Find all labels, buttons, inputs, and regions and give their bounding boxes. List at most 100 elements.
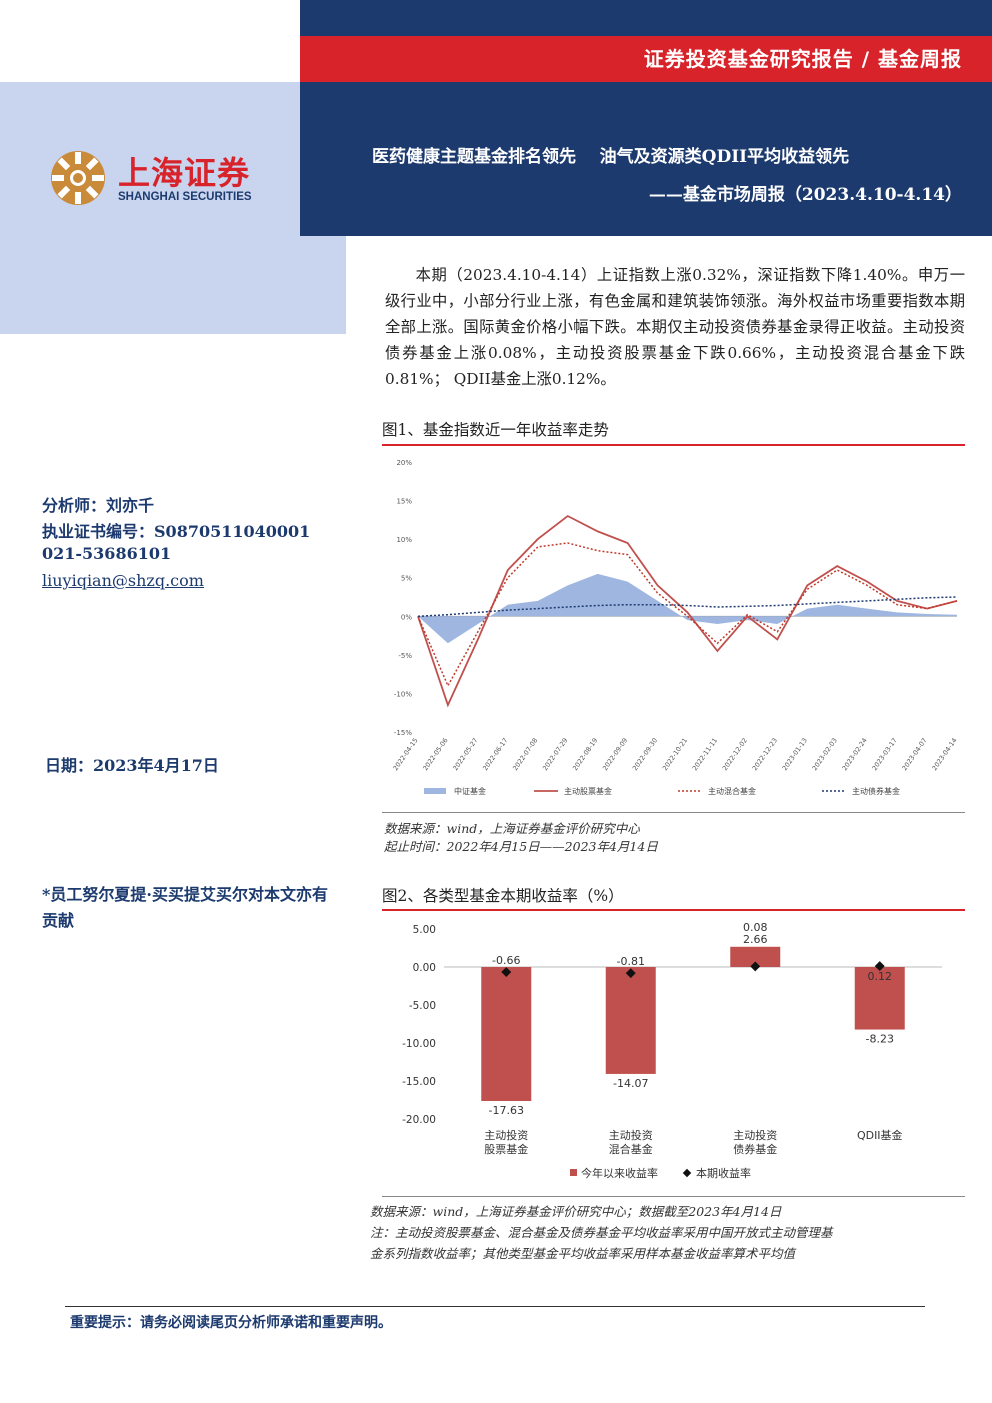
series-4-line <box>417 596 958 618</box>
legend-label: 今年以来收益率 <box>581 1166 658 1180</box>
y-tick-label: -15% <box>394 729 412 737</box>
x-tick-label: 2022-12-02 <box>721 737 749 773</box>
x-tick-label: 2022-08-19 <box>571 737 599 773</box>
figure2-title: 图2、各类型基金本期收益率（%） <box>382 887 624 905</box>
marker-week-return <box>625 968 636 979</box>
x-tick-label: 2023-01-13 <box>781 737 809 773</box>
x-category-label: 债券基金 <box>733 1142 777 1156</box>
x-category-label: 主动投资 <box>733 1128 777 1142</box>
x-tick-label: 2023-02-03 <box>811 737 839 773</box>
x-tick-label: 2022-10-21 <box>661 737 689 773</box>
analyst-license: 执业证书编号：S0870511040001 <box>42 522 311 541</box>
y-tick-label: -5% <box>398 652 412 660</box>
analyst-phone: 021-53686101 <box>42 544 172 563</box>
analyst-email-link[interactable]: liuyiqian@shzq.com <box>42 571 204 590</box>
y-tick-label: 0.00 <box>413 962 436 974</box>
x-tick-label: 2022-12-23 <box>751 737 779 773</box>
footer-disclaimer: 重要提示：请务必阅读尾页分析师承诺和重要声明。 <box>70 1315 392 1331</box>
figure2-bottom-rule <box>382 1196 965 1197</box>
y-tick-label: 20% <box>396 459 412 467</box>
series-1-line <box>418 573 957 644</box>
logo-panel <box>0 82 346 334</box>
marker-value-label: -0.81 <box>617 955 645 968</box>
footer-rule <box>65 1306 925 1307</box>
marker-value-label: -0.66 <box>492 954 520 967</box>
x-tick-label: 2022-05-27 <box>451 737 479 773</box>
x-category-label: 混合基金 <box>609 1142 653 1156</box>
x-tick-label: 2022-04-15 <box>391 737 419 773</box>
marker-value-label: 0.12 <box>868 970 893 983</box>
x-category-label: 主动投资 <box>609 1128 653 1142</box>
series-2-line <box>417 514 958 708</box>
marker-week-return <box>750 961 761 972</box>
figure1-bottom-rule <box>382 812 965 813</box>
bar-ytd-return <box>481 967 532 1101</box>
legend-label: 中证基金 <box>454 786 486 796</box>
figure2-note-line1: 注：主动投资股票基金、混合基金及债券基金平均收益率采用中国开放式主动管理基 <box>370 1225 833 1240</box>
x-tick-label: 2023-04-07 <box>900 737 928 773</box>
figure1-line-chart: 20%15%10%5%0%-5%-10%-15%2022-04-15 2022-0… <box>391 459 958 796</box>
x-tick-label: 2023-03-17 <box>871 737 899 773</box>
summary-paragraph: 本期（2023.4.10-4.14）上证指数上涨0.32%，深证指数下降1.40… <box>385 262 965 392</box>
title-panel <box>300 82 992 236</box>
x-tick-label: 2022-11-11 <box>691 737 719 773</box>
summary-text: 本期（2023.4.10-4.14）上证指数上涨0.32%，深证指数下降1.40… <box>385 266 965 388</box>
x-category-label: QDII基金 <box>857 1128 903 1142</box>
legend-label: 本期收益率 <box>696 1166 751 1180</box>
y-tick-label: -15.00 <box>402 1076 436 1088</box>
x-category-label: 股票基金 <box>484 1142 528 1156</box>
x-tick-label: 2022-07-29 <box>541 737 569 773</box>
series-3-line <box>417 542 958 688</box>
legend-label: 主动债券基金 <box>852 786 900 796</box>
figure1-period: 起止时间：2022年4月15日——2023年4月14日 <box>384 839 658 854</box>
x-tick-label: 2022-07-08 <box>511 737 539 773</box>
bar-value-label: 2.66 <box>743 933 768 946</box>
report-date: 日期：2023年4月17日 <box>45 756 219 775</box>
figure1-source: 数据来源：wind，上海证券基金评价研究中心 <box>384 821 640 836</box>
x-tick-label: 2023-04-14 <box>930 737 958 773</box>
x-tick-label: 2023-02-24 <box>841 737 869 773</box>
marker-value-label: 0.08 <box>743 921 768 934</box>
y-tick-label: -5.00 <box>409 1000 436 1012</box>
x-tick-label: 2022-09-09 <box>601 737 629 773</box>
x-tick-label: 2022-05-06 <box>421 737 449 773</box>
bar-ytd-return <box>730 946 781 967</box>
legend-label: 主动股票基金 <box>564 786 612 796</box>
bar-ytd-return <box>605 967 656 1074</box>
x-category-label: 主动投资 <box>484 1128 528 1142</box>
contributor-note: *员工努尔夏提·买买提艾买尔对本文亦有贡献 <box>42 885 328 930</box>
figure2-source: 数据来源：wind，上海证券基金评价研究中心；数据截至2023年4月14日 <box>370 1204 782 1219</box>
logo-name-cn: 上海证券 <box>118 154 251 192</box>
logo-name-en: SHANGHAI SECURITIES <box>118 191 252 203</box>
header-bar-top <box>300 0 992 36</box>
analyst-name: 分析师：刘亦千 <box>42 496 155 515</box>
report-type: 证券投资基金研究报告 / 基金周报 <box>643 47 962 71</box>
figure1-rule <box>382 444 965 446</box>
logo-emblem-icon <box>51 151 105 205</box>
header-bar-red <box>300 36 992 82</box>
bar-value-label: -17.63 <box>489 1104 524 1117</box>
marker-week-return <box>501 967 512 977</box>
y-tick-label: 5% <box>401 575 412 583</box>
bar-value-label: -14.07 <box>613 1077 648 1090</box>
figure2-bar-chart: 5.00 0.00 -5.00 -10.00 -15.00 -20.00 -17.63 -0.… <box>402 921 942 1180</box>
legend-swatch <box>682 1168 692 1178</box>
bar-ytd-return <box>854 967 905 1030</box>
legend-swatch <box>424 788 446 794</box>
y-tick-label: 15% <box>396 498 412 506</box>
figure1-title: 图1、基金指数近一年收益率走势 <box>382 421 609 439</box>
x-tick-label: 2022-09-30 <box>631 737 659 773</box>
y-tick-label: 0% <box>401 613 412 621</box>
report-subtitle: ——基金市场周报（2023.4.10-4.14） <box>648 185 962 205</box>
y-tick-label: -20.00 <box>402 1114 436 1126</box>
report-title: 医药健康主题基金排名领先 油气及资源类QDII平均收益领先 <box>372 147 850 167</box>
legend-swatch <box>570 1169 577 1176</box>
legend-label: 主动混合基金 <box>708 786 756 796</box>
figure2-note-line2: 金系列指数收益率；其他类型基金平均收益率采用样本基金收益率算术平均值 <box>370 1246 796 1261</box>
bar-value-label: -8.23 <box>866 1033 894 1046</box>
y-tick-label: 10% <box>396 536 412 544</box>
y-tick-label: -10% <box>394 690 412 698</box>
y-tick-label: 5.00 <box>413 924 436 936</box>
figure2-rule <box>382 909 965 911</box>
y-tick-label: -10.00 <box>402 1038 436 1050</box>
